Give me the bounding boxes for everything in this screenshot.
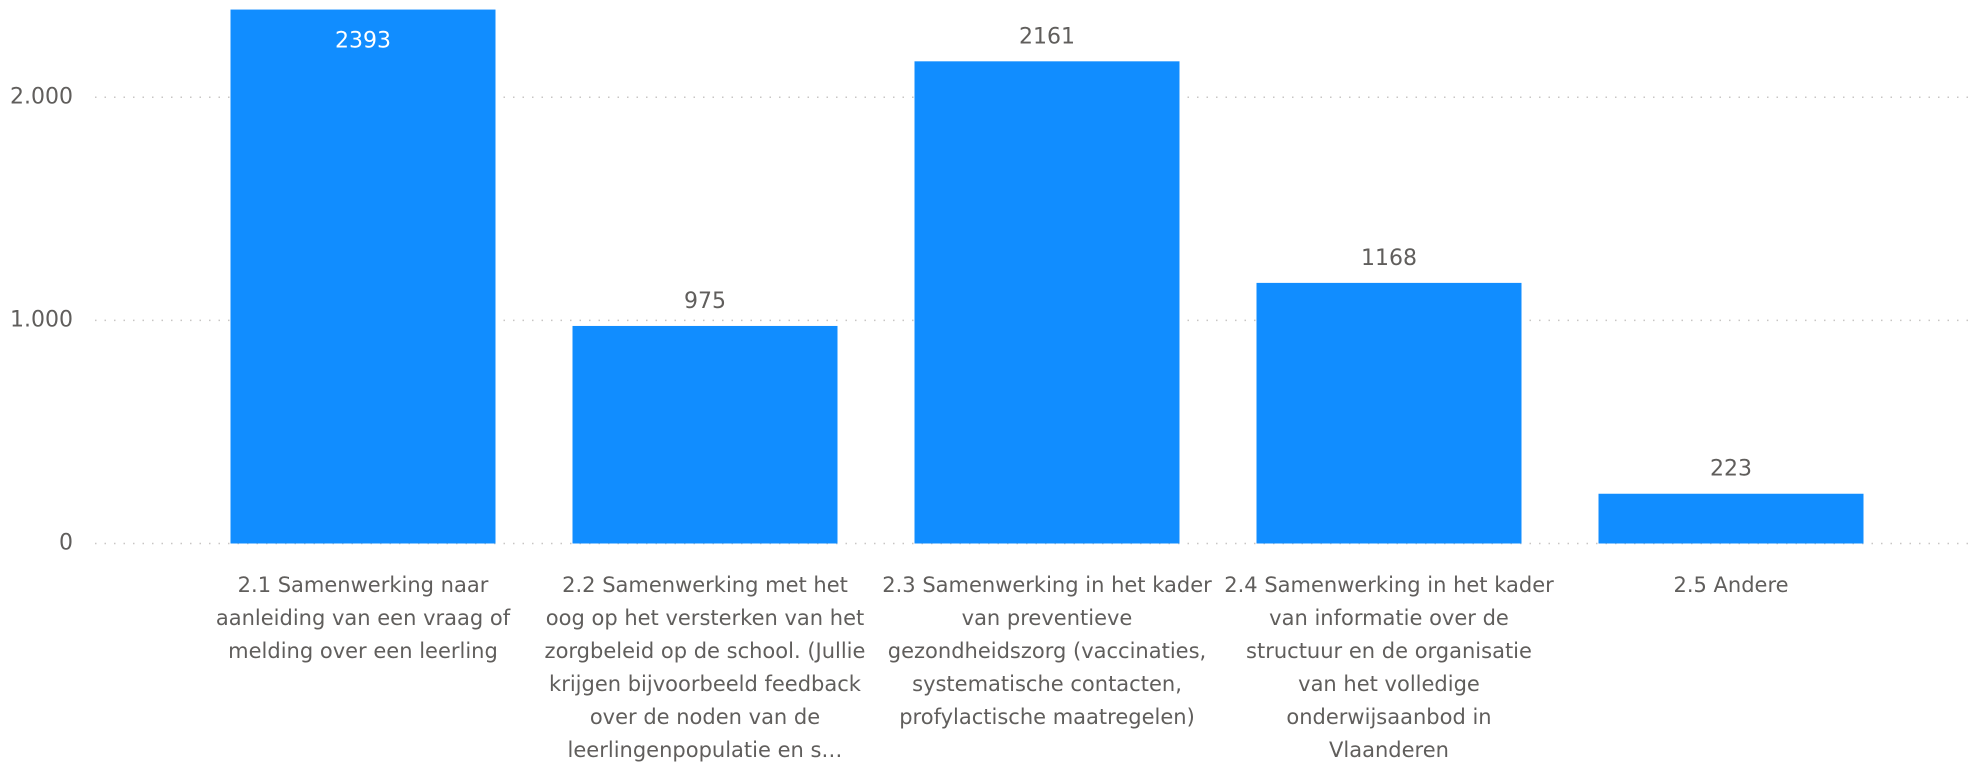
y-tick-label: 0 xyxy=(59,531,73,556)
x-tick-label: 2.4 Samenwerking in het kader van inform… xyxy=(1224,573,1554,762)
data-label: 1168 xyxy=(1361,246,1417,271)
data-label: 975 xyxy=(684,289,726,314)
bar xyxy=(230,9,496,544)
data-label: 223 xyxy=(1710,457,1752,482)
data-label: 2393 xyxy=(335,29,391,54)
x-tick-label: 2.1 Samenwerking naar aanleiding van een… xyxy=(215,573,511,663)
bar xyxy=(572,325,838,544)
x-tick-label: 2.3 Samenwerking in het kader van preven… xyxy=(882,573,1212,729)
bar xyxy=(914,61,1180,544)
data-label: 2161 xyxy=(1019,24,1075,49)
y-tick-label: 1.000 xyxy=(10,307,73,332)
bar xyxy=(1598,493,1864,544)
bar xyxy=(1256,282,1522,544)
x-tick-label: 2.5 Andere xyxy=(1673,573,1789,597)
y-tick-label: 2.000 xyxy=(10,84,73,109)
x-tick-label: 2.2 Samenwerking met het oog op het vers… xyxy=(544,573,866,762)
